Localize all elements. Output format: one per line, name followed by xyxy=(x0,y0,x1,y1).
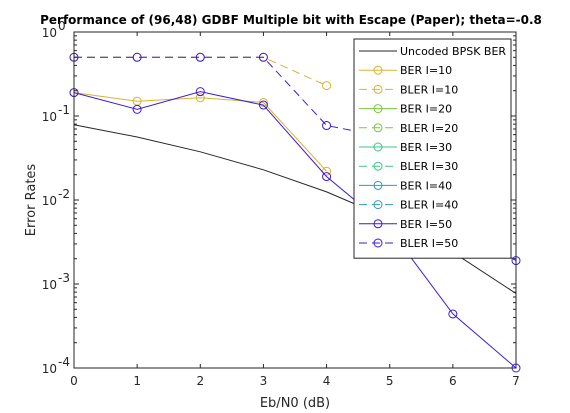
y-tick-exponent: -3 xyxy=(58,271,70,285)
y-axis-label: Error Rates xyxy=(24,164,39,237)
y-tick-exponent: -1 xyxy=(58,103,70,117)
legend-label: Uncoded BPSK BER xyxy=(400,45,506,58)
y-tick-label: 10 xyxy=(42,26,57,40)
x-tick-label: 5 xyxy=(386,374,394,388)
legend-label: BLER I=10 xyxy=(400,83,458,96)
x-tick-label: 6 xyxy=(449,374,457,388)
legend-label: BLER I=20 xyxy=(400,122,458,135)
data-point xyxy=(195,93,205,103)
series-line xyxy=(73,91,517,369)
legend-entry: BLER I=20 xyxy=(359,122,458,135)
legend-swatch-marker xyxy=(373,238,383,248)
data-point xyxy=(195,52,205,62)
legend-box xyxy=(353,38,512,259)
legend-entry: BLER I=10 xyxy=(359,83,458,96)
x-tick-label: 4 xyxy=(323,374,331,388)
x-tick-label: 2 xyxy=(196,374,204,388)
y-tick-label: 10 xyxy=(42,110,57,124)
y-tick-exponent: 0 xyxy=(58,19,66,33)
series-line xyxy=(73,92,327,172)
legend-entry: BLER I=30 xyxy=(359,160,458,173)
legend-label: BER I=30 xyxy=(400,141,452,154)
legend-entry: BLER I=40 xyxy=(359,199,458,212)
data-point xyxy=(322,81,332,91)
legend-swatch-marker xyxy=(373,65,383,75)
x-tick-label: 1 xyxy=(133,374,141,388)
legend-entry: Uncoded BPSK BER xyxy=(359,45,506,58)
legend-entry: BLER I=50 xyxy=(359,237,458,250)
y-tick-exponent: -4 xyxy=(58,355,70,369)
legend-label: BER I=40 xyxy=(400,179,452,192)
legend-entry: BER I=30 xyxy=(359,141,452,154)
legend-label: BER I=50 xyxy=(400,218,452,231)
data-point xyxy=(258,100,268,110)
legend-swatch-marker xyxy=(373,84,383,94)
data-point xyxy=(448,309,458,319)
y-tick-exponent: -2 xyxy=(58,187,70,201)
legend-swatch-marker xyxy=(373,123,383,133)
data-point xyxy=(132,52,142,62)
legend-label: BER I=10 xyxy=(400,64,452,77)
legend-entry: BER I=20 xyxy=(359,103,452,116)
x-tick-label: 0 xyxy=(70,374,78,388)
legend-entry: BER I=50 xyxy=(359,218,452,231)
y-tick-label: 10 xyxy=(42,278,57,292)
data-point xyxy=(322,121,332,131)
x-axis-label: Eb/N0 (dB) xyxy=(260,396,330,411)
legend-swatch-marker xyxy=(373,161,383,171)
legend-label: BER I=20 xyxy=(400,103,452,116)
data-point xyxy=(322,172,332,182)
data-point xyxy=(258,97,268,107)
data-point xyxy=(132,104,142,114)
data-point xyxy=(258,52,268,62)
legend: Uncoded BPSK BER BER I=10 BLER I=10 BER I=2… xyxy=(353,38,512,259)
chart-title: Performance of (96,48) GDBF Multiple bit… xyxy=(40,13,542,27)
legend-swatch-marker xyxy=(373,142,383,152)
legend-label: BLER I=30 xyxy=(400,160,458,173)
legend-swatch-marker xyxy=(373,200,383,210)
y-tick-label: 10 xyxy=(42,362,57,376)
data-point xyxy=(195,87,205,97)
legend-entry: BER I=10 xyxy=(359,64,452,77)
y-tick-label: 10 xyxy=(42,194,57,208)
legend-label: BLER I=50 xyxy=(400,237,458,250)
x-tick-label: 3 xyxy=(260,374,268,388)
legend-swatch-marker xyxy=(373,219,383,229)
legend-entry: BER I=40 xyxy=(359,179,452,192)
legend-swatch-marker xyxy=(373,180,383,190)
x-tick-label: 7 xyxy=(512,374,520,388)
legend-label: BLER I=40 xyxy=(400,199,458,212)
legend-swatch-marker xyxy=(373,104,383,114)
data-point xyxy=(322,166,332,176)
